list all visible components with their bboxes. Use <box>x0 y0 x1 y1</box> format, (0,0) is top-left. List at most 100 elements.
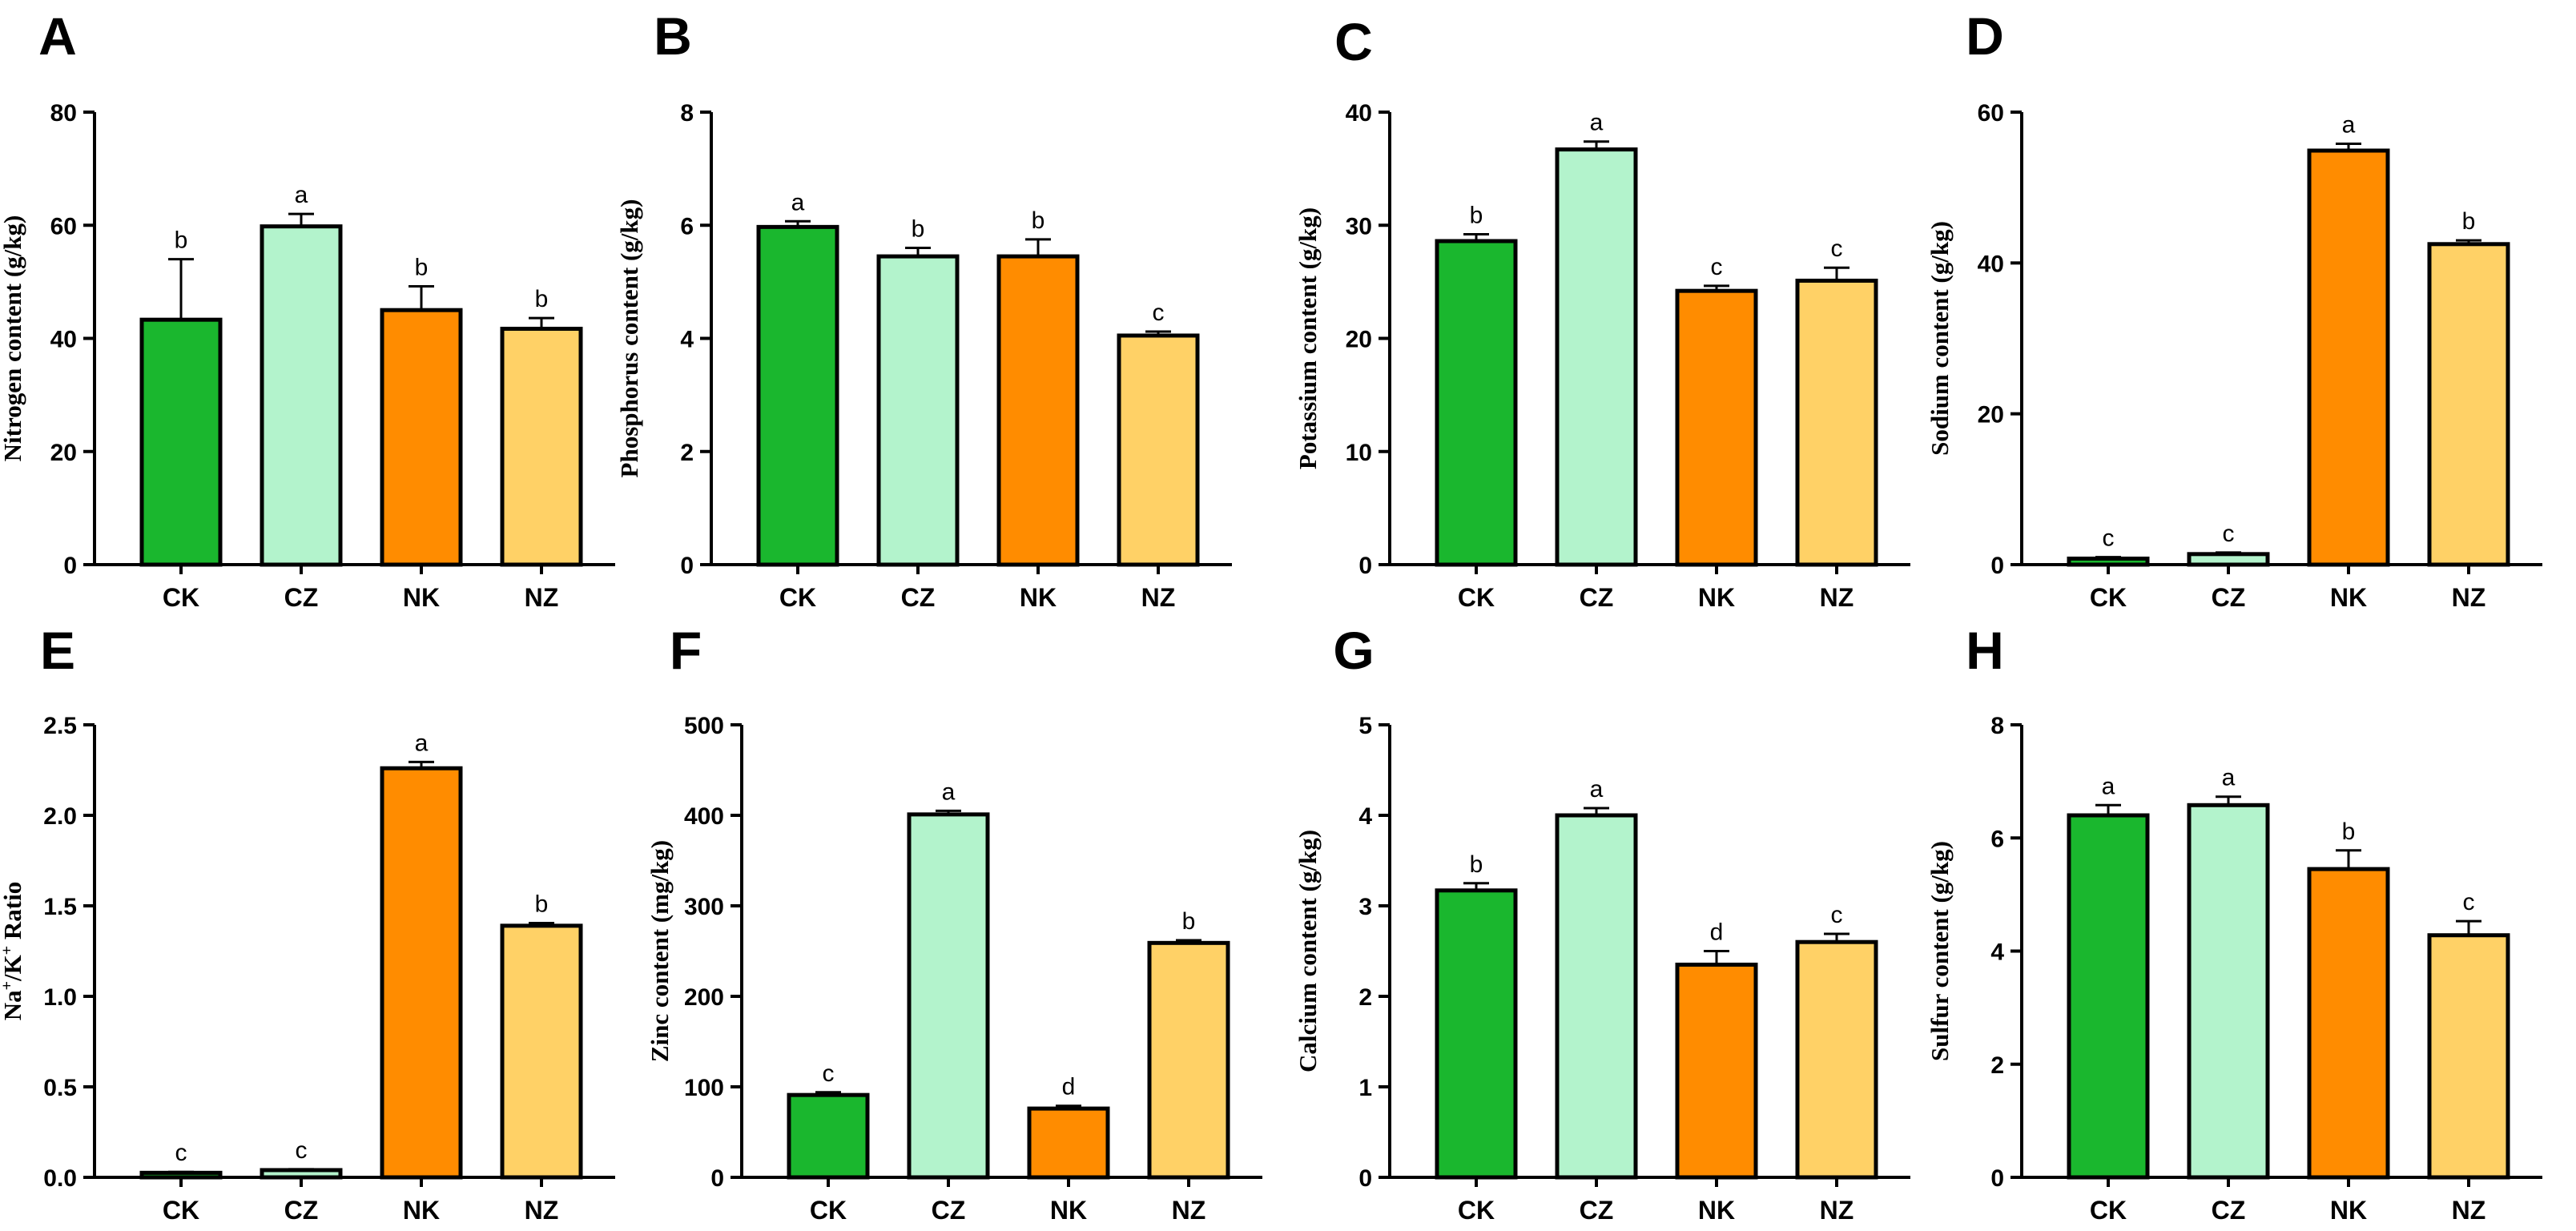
bar-cz <box>260 224 343 567</box>
bar-ck <box>2067 556 2150 567</box>
y-axis-title: Potassium content (g/kg) <box>1294 207 1322 469</box>
panel-label: B <box>654 6 692 66</box>
significance-letter: a <box>415 730 429 756</box>
y-tick-label: 8 <box>680 100 694 127</box>
y-tick-label: 20 <box>1978 402 2004 428</box>
x-tick-label: CK <box>1458 1196 1495 1225</box>
y-tick-label: 0 <box>680 553 694 579</box>
bar-cz <box>907 812 990 1180</box>
significance-letter: a <box>1590 776 1604 803</box>
panel-label: E <box>40 621 75 680</box>
y-tick-label: 1.0 <box>43 984 77 1011</box>
panel-label: F <box>670 621 702 680</box>
y-tick-label: 2.0 <box>43 803 77 830</box>
y-tick-label: 0 <box>63 553 77 579</box>
bar-nk <box>996 254 1080 567</box>
bar-nz <box>1795 278 1878 567</box>
bar-ck <box>139 317 223 567</box>
y-tick-label: 4 <box>1358 803 1372 830</box>
chart-panel-d: D 0 20 40 60 Sodium content (g/kg) c CK c CZ a NK b N… <box>1926 6 2542 612</box>
significance-letter: b <box>535 286 549 312</box>
significance-letter: c <box>296 1137 308 1164</box>
bar-ck <box>139 1170 223 1180</box>
x-tick-label: CZ <box>901 583 936 612</box>
bar-nk <box>2307 867 2390 1180</box>
y-tick-label: 30 <box>1346 213 1372 239</box>
significance-letter: c <box>1831 902 1843 928</box>
significance-letter: c <box>175 1140 187 1166</box>
x-tick-label: NZ <box>1820 1196 1854 1225</box>
x-tick-label: NZ <box>1172 1196 1206 1225</box>
y-tick-label: 0 <box>1358 1165 1372 1192</box>
bar-ck <box>2067 813 2150 1180</box>
significance-letter: b <box>1032 207 1045 234</box>
bar-ck <box>787 1092 870 1180</box>
x-tick-label: CZ <box>284 583 319 612</box>
significance-letter: a <box>2222 765 2236 791</box>
x-tick-label: CK <box>810 1196 847 1225</box>
panel-label: H <box>1966 621 2004 680</box>
y-tick-label: 60 <box>50 213 77 239</box>
y-tick-label: 4 <box>1990 939 2004 966</box>
bar-nk <box>380 766 463 1180</box>
y-axis-title-part: + <box>0 946 16 955</box>
x-tick-label: NZ <box>2452 1196 2486 1225</box>
y-tick-label: 2 <box>1358 984 1372 1011</box>
x-tick-label: CK <box>779 583 816 612</box>
bar-nz <box>500 923 583 1180</box>
panel-label: D <box>1966 6 2004 66</box>
y-axis-title-part: + <box>0 981 16 990</box>
y-tick-label: 0 <box>1990 553 2004 579</box>
y-tick-label: 60 <box>1978 100 2004 127</box>
significance-letter: c <box>2103 525 2115 552</box>
bar-ck <box>756 224 839 567</box>
significance-letter: d <box>1710 919 1724 946</box>
x-tick-label: NZ <box>2452 583 2486 612</box>
y-axis-title: Na+/K+ Ratio <box>0 882 26 1021</box>
y-tick-label: 6 <box>680 213 694 239</box>
y-axis-title-part: Na <box>0 990 26 1020</box>
y-tick-label: 2 <box>1990 1052 2004 1079</box>
significance-letter: b <box>1470 203 1483 229</box>
significance-letter: a <box>2102 773 2115 799</box>
x-tick-label: CZ <box>2212 583 2246 612</box>
y-tick-label: 200 <box>684 984 724 1011</box>
x-tick-label: NK <box>403 583 440 612</box>
x-tick-label: CZ <box>1580 1196 1614 1225</box>
x-tick-label: CK <box>163 1196 199 1225</box>
chart-panel-h: H 0 2 4 6 8 Sulfur content (g/kg) a CK a CZ b NK c NZ <box>1926 621 2542 1225</box>
y-tick-label: 80 <box>50 100 77 127</box>
x-tick-label: NK <box>2330 583 2367 612</box>
y-axis-title-part: Ratio <box>0 882 26 946</box>
significance-letter: b <box>2462 208 2476 235</box>
bar-cz <box>876 254 960 567</box>
bar-nk <box>1027 1106 1110 1180</box>
y-axis-title: Sodium content (g/kg) <box>1926 221 1954 456</box>
y-tick-label: 40 <box>1346 100 1372 127</box>
y-axis-title: Sulfur content (g/kg) <box>1926 841 1954 1061</box>
y-tick-label: 0 <box>710 1165 724 1192</box>
y-tick-label: 400 <box>684 803 724 830</box>
bar-nk <box>1675 288 1758 567</box>
x-tick-label: NK <box>403 1196 440 1225</box>
y-tick-label: 20 <box>1346 327 1372 353</box>
y-tick-label: 6 <box>1990 826 2004 852</box>
y-tick-label: 5 <box>1358 713 1372 739</box>
y-tick-label: 300 <box>684 894 724 920</box>
x-tick-label: NZ <box>1141 583 1176 612</box>
significance-letter: a <box>942 778 956 805</box>
significance-letter: c <box>2463 889 2475 915</box>
bar-cz <box>260 1168 343 1180</box>
y-axis-title: Phosphorus content (g/kg) <box>615 199 643 478</box>
y-tick-label: 100 <box>684 1075 724 1101</box>
y-tick-label: 0.5 <box>43 1075 77 1101</box>
bar-nz <box>1147 940 1230 1180</box>
x-tick-label: NK <box>1698 583 1735 612</box>
chart-panel-e: E0.00.51.01.52.02.5Na+/K+ RatiocCKcCZaNK… <box>0 621 615 1225</box>
y-tick-label: 500 <box>684 713 724 739</box>
y-tick-label: 8 <box>1990 713 2004 739</box>
y-tick-label: 10 <box>1346 440 1372 466</box>
significance-letter: b <box>1470 851 1483 878</box>
significance-letter: b <box>535 891 549 917</box>
y-tick-label: 0 <box>1358 553 1372 579</box>
